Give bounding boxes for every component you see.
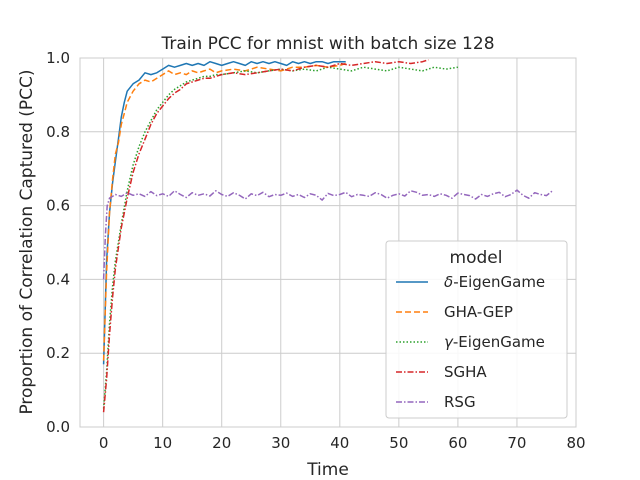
legend-label: RSG xyxy=(444,393,476,411)
y-tick-labels: 0.0 0.2 0.4 0.6 0.8 1.0 xyxy=(46,49,70,436)
legend-label: GHA-GEP xyxy=(444,303,513,321)
x-tick-label: 30 xyxy=(271,434,290,452)
legend-label-text: RSG xyxy=(444,393,476,411)
legend-label: SGHA xyxy=(444,363,487,381)
legend: model δ-EigenGameGHA-GEPγ-EigenGameSGHAR… xyxy=(385,240,568,419)
legend-label: δ-EigenGame xyxy=(444,273,545,291)
plot-frame xyxy=(79,57,577,428)
legend-box xyxy=(385,240,568,419)
y-axis-label: Proportion of Correlation Captured (PCC) xyxy=(17,69,37,414)
x-tick-label: 70 xyxy=(507,434,526,452)
legend-label-text: -EigenGame xyxy=(453,273,545,291)
series-line-3 xyxy=(102,59,429,413)
legend-label-symbol: δ xyxy=(444,273,453,291)
y-tick-label: 0.2 xyxy=(46,344,70,362)
x-tick-label: 0 xyxy=(99,434,109,452)
x-tick-label: 10 xyxy=(153,434,172,452)
legend-label-text: GHA-GEP xyxy=(444,303,513,321)
series-line-0 xyxy=(102,60,346,365)
legend-label-text: -EigenGame xyxy=(453,333,545,351)
y-tick-label: 1.0 xyxy=(46,49,70,67)
chart-title: Train PCC for mnist with batch size 128 xyxy=(160,34,494,54)
y-tick-label: 0.8 xyxy=(46,123,70,141)
x-tick-label: 40 xyxy=(330,434,349,452)
x-tick-label: 50 xyxy=(389,434,408,452)
y-tick-label: 0.0 xyxy=(46,418,70,436)
legend-label-symbol: γ xyxy=(444,333,454,351)
x-axis-label: Time xyxy=(306,460,349,480)
x-tick-label: 60 xyxy=(448,434,467,452)
x-tick-label: 80 xyxy=(566,434,585,452)
series-line-4 xyxy=(102,189,553,280)
y-tick-label: 0.4 xyxy=(46,270,70,288)
y-tick-label: 0.6 xyxy=(46,197,70,215)
series-line-1 xyxy=(102,62,346,361)
x-tick-labels: 0 10 20 30 40 50 60 70 80 xyxy=(99,434,586,452)
x-tick-label: 20 xyxy=(212,434,231,452)
legend-label: γ-EigenGame xyxy=(444,333,545,351)
legend-title: model xyxy=(450,248,503,268)
series-line-2 xyxy=(102,66,459,409)
series-lines xyxy=(102,59,553,413)
legend-label-text: SGHA xyxy=(444,363,487,381)
